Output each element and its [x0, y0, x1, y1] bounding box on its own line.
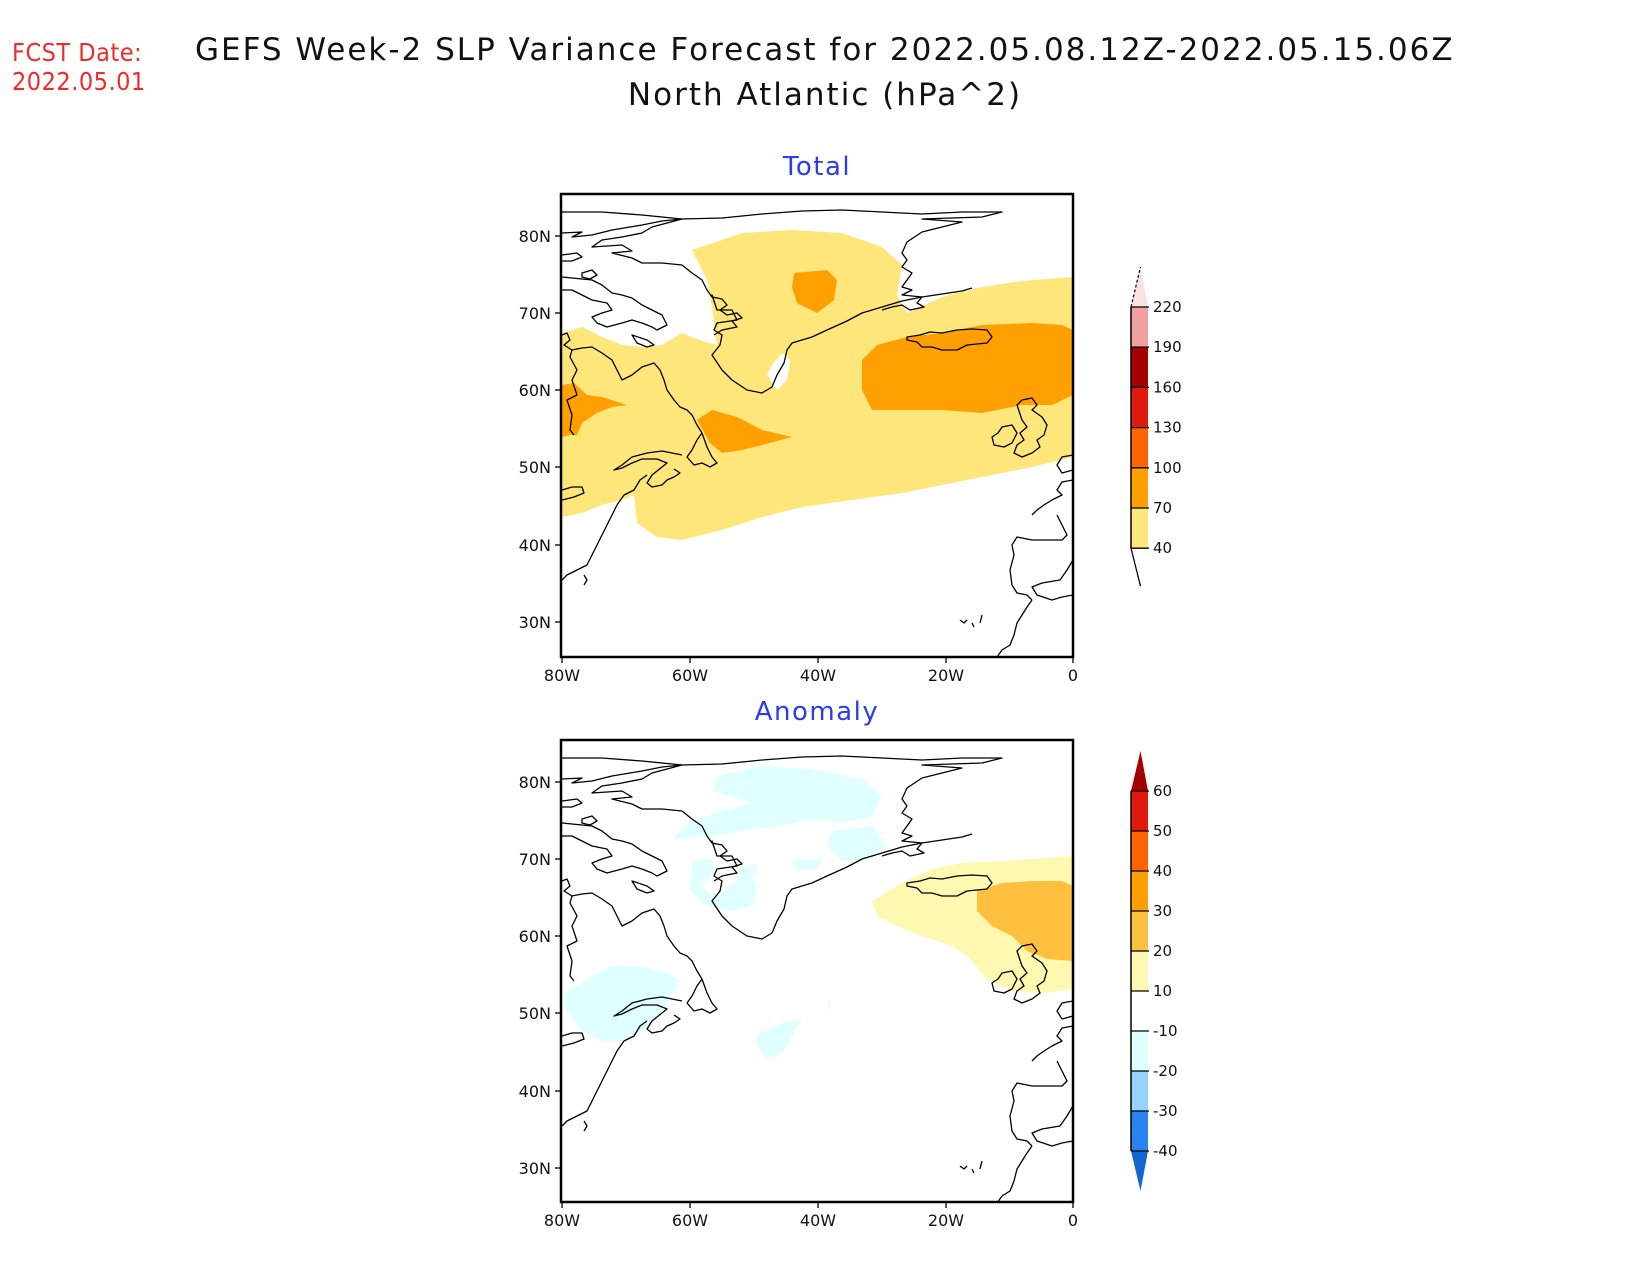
colorbar-label: -10 — [1153, 1022, 1178, 1040]
anomaly-shade-neg-h — [827, 1001, 832, 1011]
anomaly-shade-neg-b — [827, 826, 887, 861]
lon-tick-20w: 20W — [928, 1211, 964, 1230]
colorbar-label: 50 — [1153, 822, 1172, 840]
total-shade-70-100-b — [862, 323, 1073, 413]
lat-tick-40n: 40N — [519, 1082, 551, 1101]
colorbar-swatch — [1131, 831, 1148, 871]
lat-tick-50n: 50N — [519, 1004, 551, 1023]
colorbar-swatch — [1131, 871, 1148, 911]
colorbar-swatch — [1131, 347, 1148, 388]
colorbar-swatch — [1131, 467, 1148, 508]
panel-title-anomaly: Anomaly — [754, 697, 880, 727]
lat-tick-50n: 50N — [519, 458, 551, 477]
forecast-date-value: 2022.05.01 — [12, 67, 146, 96]
total-colorbar: 220 190 160 130 100 70 40 — [1130, 266, 1182, 587]
lat-tick-80n: 80N — [519, 227, 551, 246]
lat-tick-70n: 70N — [519, 850, 551, 869]
colorbar-swatch — [1131, 911, 1148, 951]
colorbar-swatch — [1131, 508, 1148, 549]
total-map: 80N 70N 60N 50N 40N 30N 80W 60W 40W 20W … — [519, 192, 1078, 685]
anomaly-shade-neg-f — [562, 966, 680, 1041]
total-shade-70-100-a — [792, 270, 837, 313]
lat-tick-30n: 30N — [519, 1159, 551, 1178]
lat-tick-70n: 70N — [519, 304, 551, 323]
colorbar-over-triangle — [1131, 267, 1148, 307]
colorbar-label: 60 — [1153, 782, 1172, 800]
colorbar-label: 40 — [1153, 862, 1172, 880]
colorbar-label: 160 — [1153, 378, 1182, 396]
lon-tick-80w: 80W — [544, 666, 580, 685]
forecast-date-block: FCST Date: 2022.05.01 — [12, 38, 146, 96]
colorbar-over-triangle — [1131, 751, 1148, 791]
colorbar-label: -40 — [1153, 1142, 1178, 1160]
panel-title-total: Total — [782, 152, 852, 182]
anomaly-shade-neg-d — [792, 859, 822, 871]
colorbar-label: -30 — [1153, 1102, 1178, 1120]
total-shade-70-100-c — [697, 410, 792, 453]
colorbar-under-edge — [1130, 548, 1142, 587]
colorbar-label: 190 — [1153, 338, 1182, 356]
total-shade-70-100-d — [562, 383, 627, 437]
colorbar-label: 100 — [1153, 459, 1182, 477]
colorbar-label: -20 — [1153, 1062, 1178, 1080]
total-shade-40-70 — [562, 230, 1073, 540]
anomaly-shade-neg-a — [672, 766, 882, 839]
colorbar-under-triangle — [1131, 1151, 1148, 1191]
lon-tick-80w: 80W — [544, 1211, 580, 1230]
lat-tick-30n: 30N — [519, 613, 551, 632]
anomaly-map-frame — [559, 738, 1075, 1204]
lat-tick-60n: 60N — [519, 381, 551, 400]
anomaly-shade-neg-g — [757, 1019, 802, 1059]
colorbar-swatch — [1131, 387, 1148, 428]
lon-tick-60w: 60W — [672, 666, 708, 685]
lat-tick-60n: 60N — [519, 927, 551, 946]
colorbar-label: 40 — [1153, 539, 1172, 557]
colorbar-label: 130 — [1153, 419, 1182, 437]
colorbar-swatch — [1131, 1071, 1148, 1111]
anomaly-shade-neg-e — [742, 863, 757, 876]
lat-tick-80n: 80N — [519, 773, 551, 792]
anomaly-shade-20-30 — [977, 881, 1073, 961]
lon-tick-0: 0 — [1068, 1211, 1078, 1230]
colorbar-swatch — [1131, 991, 1148, 1031]
colorbar-label: 20 — [1153, 942, 1172, 960]
lon-tick-40w: 40W — [800, 1211, 836, 1230]
total-map-frame — [559, 192, 1075, 659]
anomaly-map: 80N 70N 60N 50N 40N 30N 80W 60W 40W 20W … — [519, 738, 1078, 1230]
colorbar-label: 220 — [1153, 298, 1182, 316]
colorbar-label: 10 — [1153, 982, 1172, 1000]
lon-tick-20w: 20W — [928, 666, 964, 685]
lon-tick-40w: 40W — [800, 666, 836, 685]
colorbar-swatch — [1131, 951, 1148, 991]
colorbar-swatch — [1131, 1031, 1148, 1071]
colorbar-swatch — [1131, 307, 1148, 348]
forecast-date-label: FCST Date: — [12, 38, 143, 67]
page-subtitle: North Atlantic (hPa^2) — [627, 77, 1023, 113]
colorbar-swatch — [1131, 427, 1148, 468]
page-title: GEFS Week-2 SLP Variance Forecast for 20… — [195, 32, 1455, 68]
colorbar-label: 30 — [1153, 902, 1172, 920]
lon-tick-0: 0 — [1068, 666, 1078, 685]
lat-tick-40n: 40N — [519, 536, 551, 555]
colorbar-swatch — [1131, 791, 1148, 831]
anomaly-shade-neg-c — [690, 859, 757, 911]
anomaly-colorbar: 60 50 40 30 20 10 -10 -20 -30 -40 — [1130, 751, 1178, 1191]
colorbar-over-edge — [1130, 266, 1142, 308]
colorbar-swatch — [1131, 1111, 1148, 1151]
colorbar-label: 70 — [1153, 499, 1172, 517]
lon-tick-60w: 60W — [672, 1211, 708, 1230]
